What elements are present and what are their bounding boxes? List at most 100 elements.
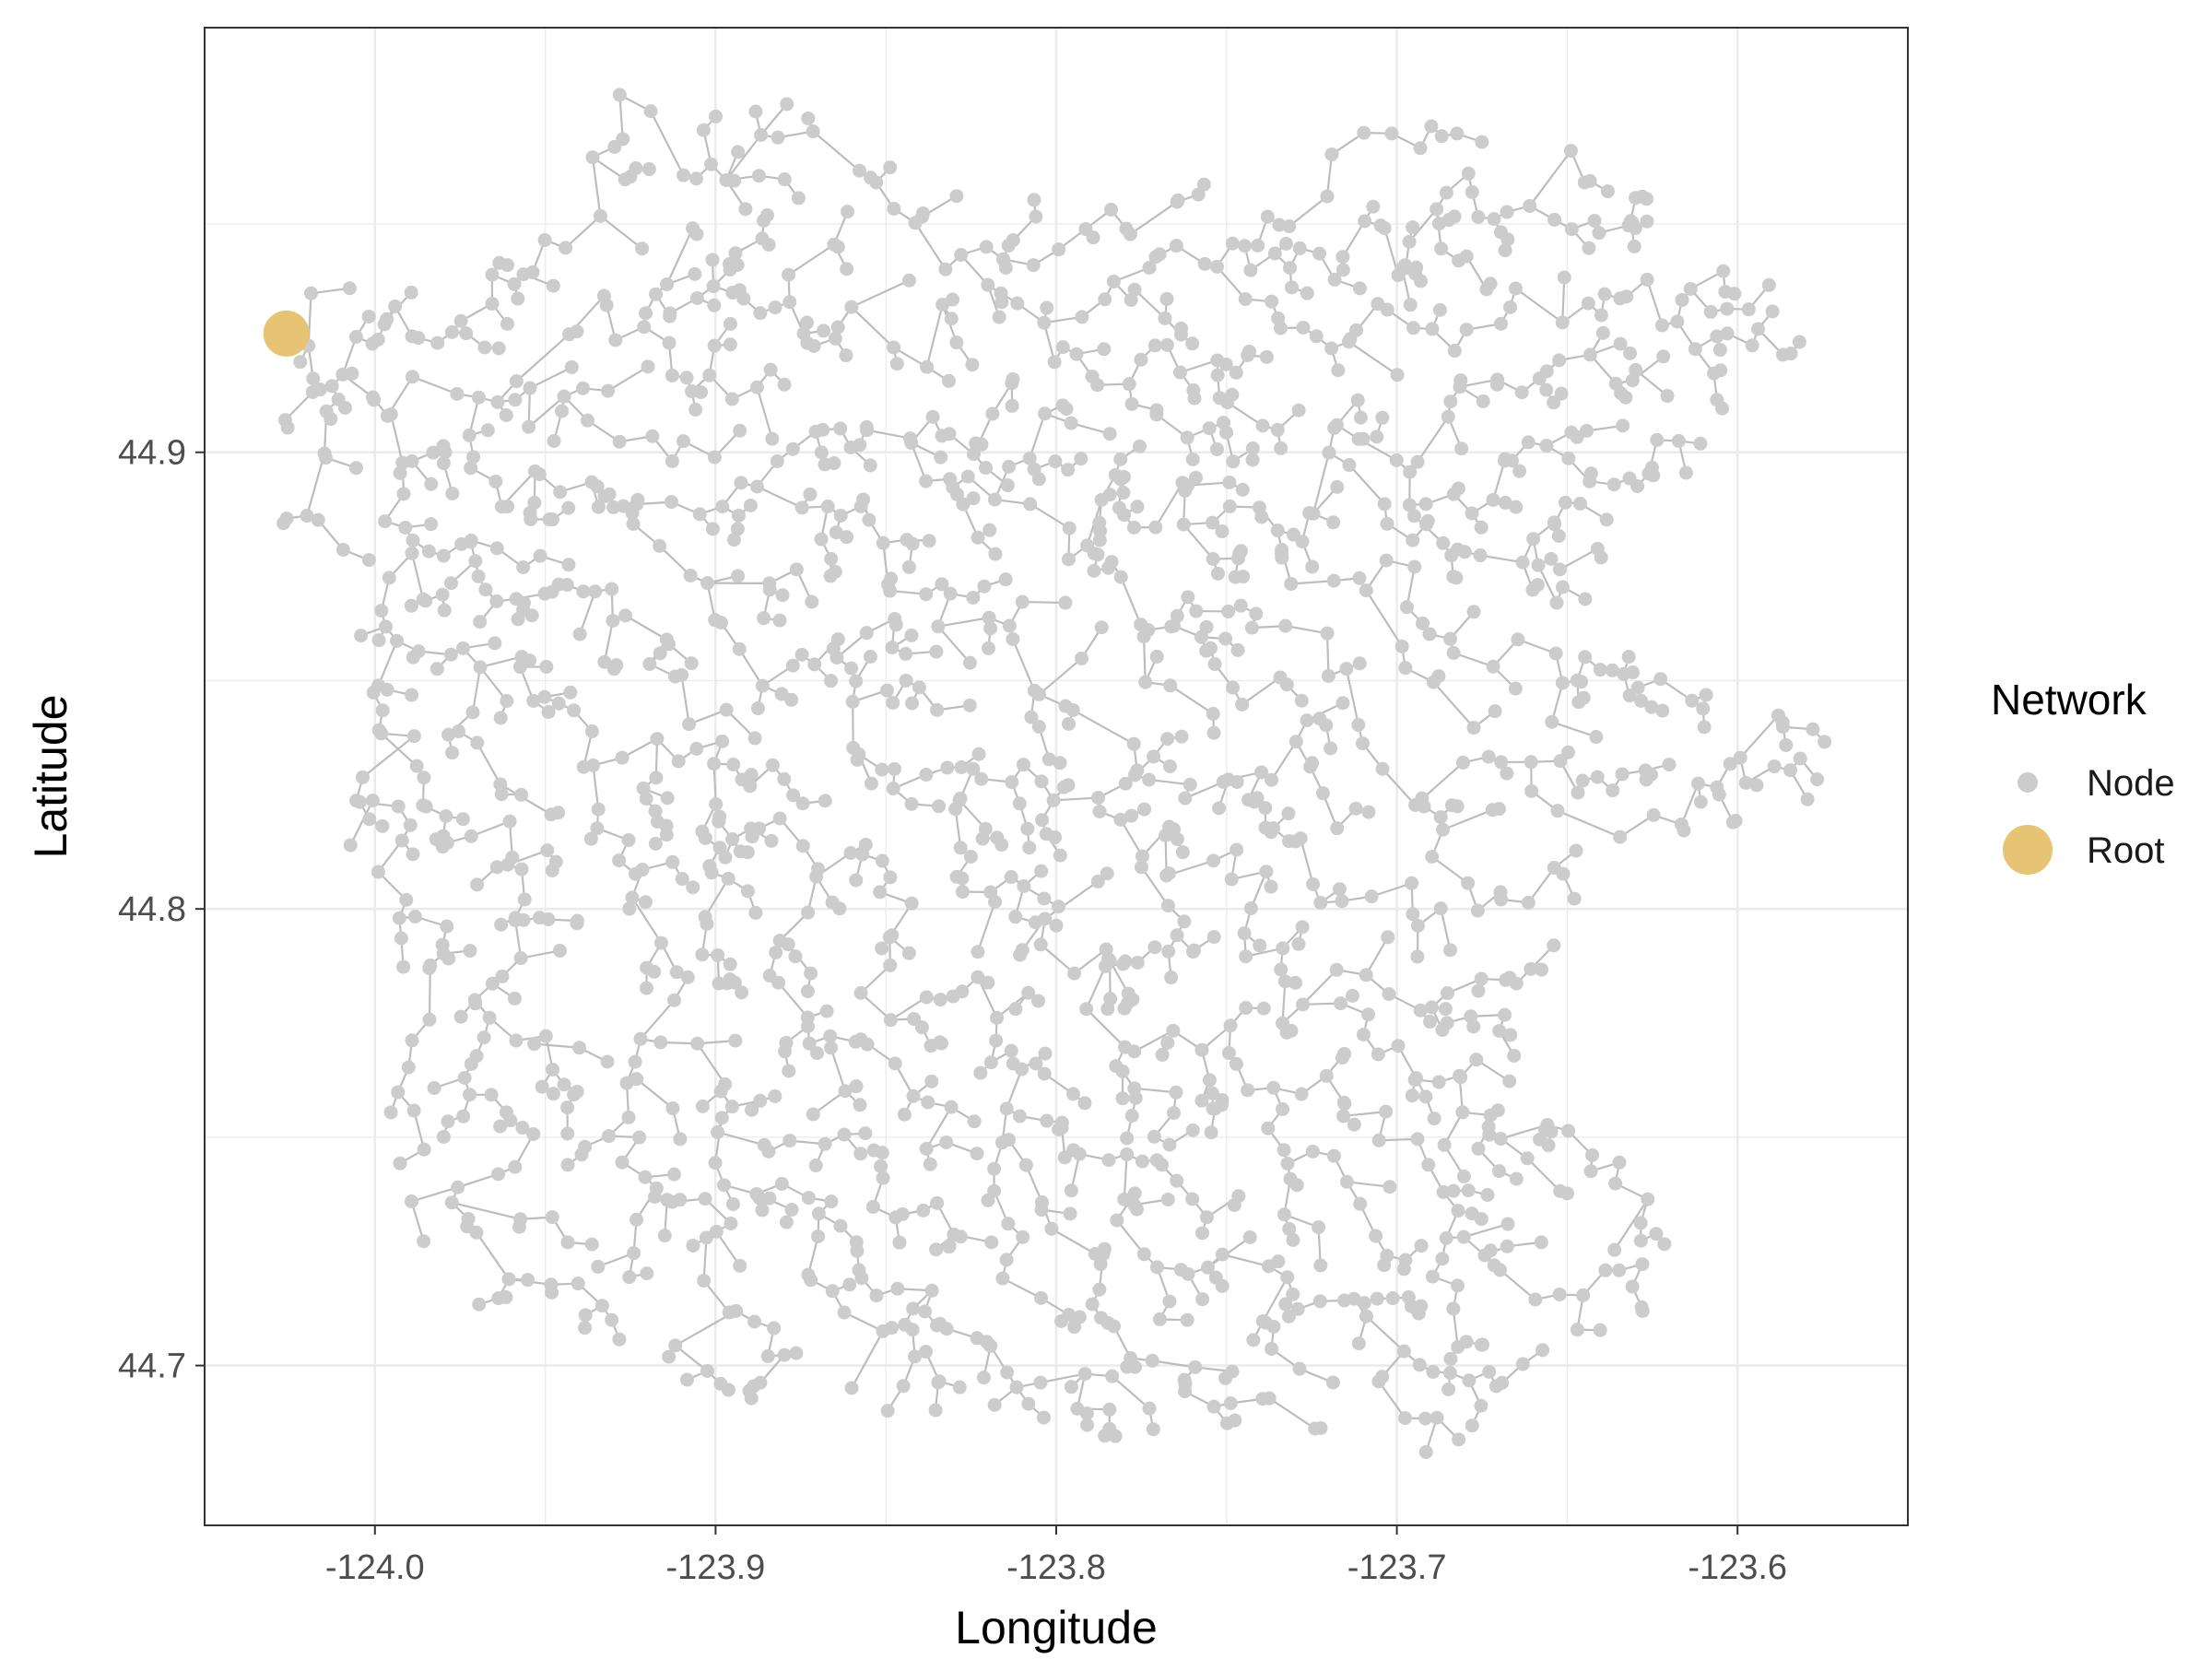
network-node: [1012, 796, 1027, 811]
network-node: [1408, 797, 1423, 812]
network-node: [743, 499, 758, 513]
network-node: [1289, 1178, 1304, 1193]
network-node: [1273, 321, 1288, 335]
network-node: [898, 1317, 912, 1332]
network-node: [1252, 500, 1266, 515]
network-node: [761, 237, 776, 252]
network-node: [1177, 1372, 1192, 1387]
network-node: [411, 644, 426, 659]
network-node: [1558, 495, 1572, 510]
network-node: [1021, 985, 1036, 1000]
network-node: [673, 1193, 688, 1207]
network-node: [1371, 1047, 1385, 1062]
network-node: [1520, 1151, 1535, 1166]
network-node: [953, 1230, 968, 1244]
network-node: [727, 975, 742, 990]
network-node: [1216, 416, 1230, 430]
network-node: [1035, 813, 1050, 828]
network-node: [1124, 1109, 1139, 1124]
network-node: [1399, 600, 1414, 615]
network-edge: [1029, 413, 1046, 459]
network-node: [1230, 551, 1245, 566]
network-edge: [1022, 600, 1065, 605]
network-node: [921, 1095, 935, 1110]
network-node: [1413, 141, 1428, 156]
network-node: [1356, 1027, 1371, 1041]
network-node: [361, 553, 376, 568]
network-node: [707, 757, 722, 771]
network-node: [711, 1124, 725, 1139]
network-node: [1751, 322, 1766, 336]
network-node: [488, 474, 503, 488]
network-node: [399, 892, 414, 907]
network-node: [744, 1391, 759, 1406]
network-node: [1720, 326, 1735, 341]
network-node: [1471, 209, 1486, 224]
network-node: [1255, 418, 1270, 433]
network-node: [561, 500, 576, 515]
network-node: [1531, 558, 1546, 572]
network-node: [436, 456, 451, 471]
network-node: [1258, 820, 1273, 835]
network-node: [501, 1272, 516, 1287]
network-node: [570, 916, 584, 931]
network-node: [1305, 559, 1320, 574]
network-node: [1229, 365, 1243, 380]
network-node: [808, 424, 823, 439]
network-node: [1783, 763, 1797, 778]
network-node: [1202, 421, 1217, 436]
network-node: [1437, 1137, 1452, 1152]
network-node: [1178, 483, 1193, 498]
network-node: [1500, 1217, 1515, 1231]
network-node: [844, 300, 859, 314]
network-node: [396, 487, 411, 501]
network-node: [354, 629, 369, 643]
network-node: [1380, 516, 1394, 531]
network-node: [469, 1225, 484, 1240]
network-node: [777, 771, 792, 786]
network-node: [966, 447, 981, 462]
network-node: [564, 359, 579, 374]
network-node: [1337, 1046, 1352, 1061]
network-edge: [479, 666, 508, 702]
network-node: [772, 613, 787, 628]
network-node: [1521, 895, 1535, 910]
network-node: [744, 768, 759, 782]
network-node: [1195, 1292, 1210, 1307]
network-node: [422, 1012, 437, 1027]
network-node: [757, 611, 771, 626]
network-node: [745, 1102, 759, 1117]
network-node: [1335, 250, 1350, 265]
network-edge: [1119, 818, 1144, 857]
network-node: [532, 467, 547, 482]
network-node: [1237, 239, 1252, 253]
network-node: [391, 1085, 406, 1100]
network-node: [616, 132, 630, 147]
network-edge: [1341, 220, 1366, 258]
network-node: [779, 1035, 794, 1050]
network-node: [708, 1156, 723, 1171]
network-node: [903, 431, 918, 446]
network-edge: [914, 222, 947, 270]
network-node: [1612, 1155, 1627, 1170]
network-node: [1027, 462, 1041, 477]
network-node: [1390, 368, 1405, 382]
network-node: [1218, 631, 1233, 646]
network-node: [516, 559, 531, 574]
network-edge: [680, 675, 690, 724]
network-edge: [381, 733, 418, 767]
network-node: [1633, 1216, 1648, 1230]
network-node: [1498, 243, 1512, 258]
network-node: [398, 520, 413, 535]
network-node: [1002, 459, 1017, 474]
network-node: [935, 577, 949, 592]
network-node: [699, 1230, 713, 1245]
network-edge: [1453, 652, 1494, 668]
network-node: [1127, 1359, 1142, 1374]
network-node: [650, 732, 665, 747]
network-node: [392, 911, 406, 925]
network-node: [1410, 918, 1425, 933]
network-node: [1594, 308, 1608, 323]
network-node: [1108, 1429, 1123, 1443]
network-node: [1288, 735, 1303, 749]
